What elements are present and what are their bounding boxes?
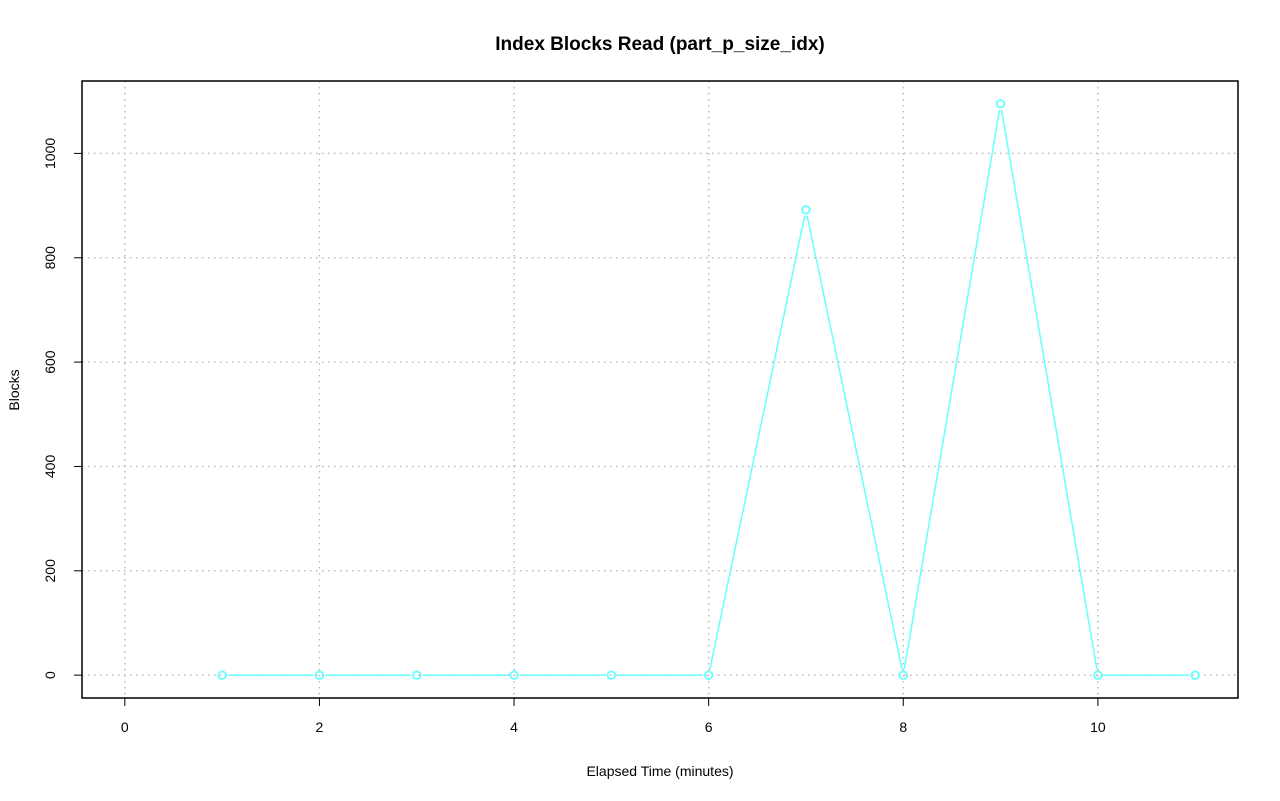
x-tick-label: 6 [705, 719, 713, 735]
y-tick-label: 800 [42, 246, 58, 270]
x-tick-label: 0 [121, 719, 129, 735]
data-point [217, 670, 227, 680]
data-point [606, 670, 617, 680]
y-tick-label: 1000 [42, 138, 58, 169]
data-point [412, 670, 422, 680]
y-tick-label: 400 [42, 455, 58, 479]
y-tick-label: 200 [42, 559, 58, 583]
y-tick-label: 0 [42, 671, 58, 679]
data-point [995, 99, 1006, 109]
series-line-segment [1000, 109, 1098, 670]
series-line-segment [806, 215, 903, 670]
plot-frame [81, 80, 1239, 699]
data-point [1093, 670, 1103, 680]
y-axis-label: Blocks [6, 369, 22, 410]
x-tick-label: 8 [899, 719, 907, 735]
x-tick-label: 10 [1090, 719, 1106, 735]
data-point [898, 670, 908, 680]
data-point [801, 205, 811, 215]
x-tick-label: 4 [510, 719, 518, 735]
chart-title: Index Blocks Read (part_p_size_idx) [495, 34, 824, 55]
data-point [314, 670, 325, 680]
y-tick-label: 600 [42, 350, 58, 374]
x-axis-label: Elapsed Time (minutes) [586, 763, 733, 779]
series-line-segment [903, 109, 1001, 670]
data-point [509, 670, 519, 680]
data-point [703, 670, 714, 680]
data-point [1190, 670, 1200, 680]
series-line-segment [709, 215, 806, 670]
x-tick-label: 2 [316, 719, 324, 735]
